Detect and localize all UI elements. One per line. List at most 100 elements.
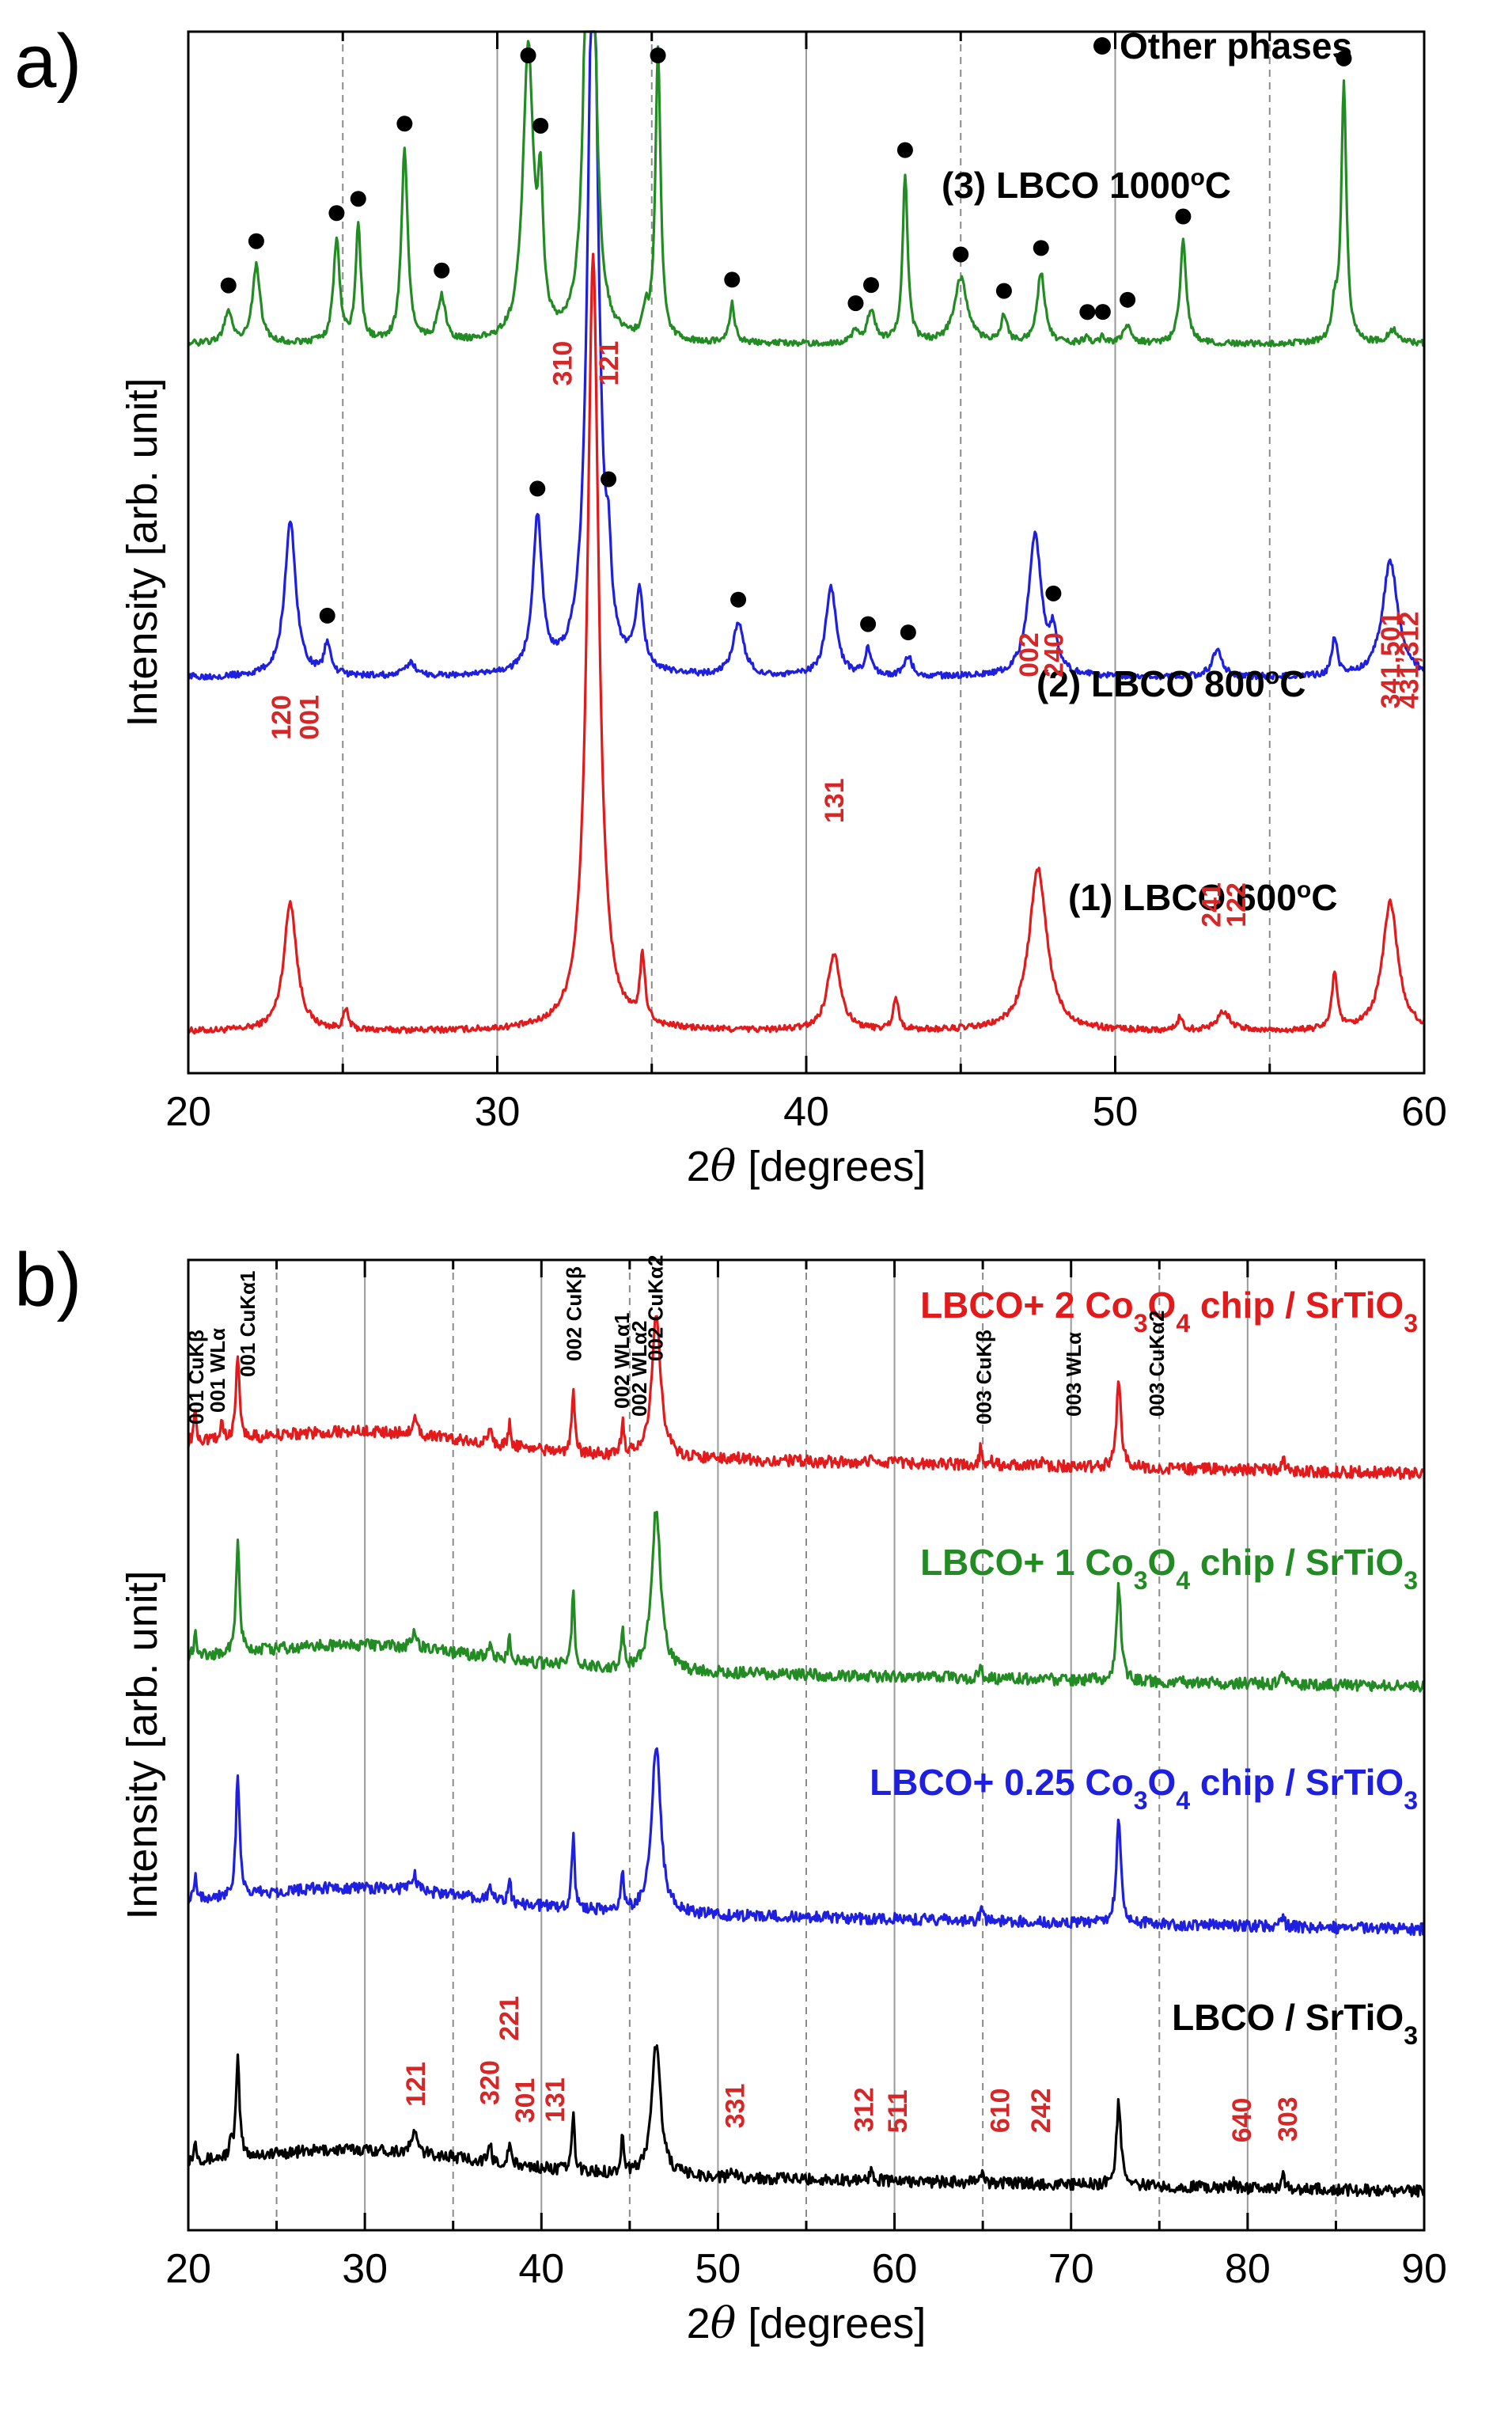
x-axis-title-prefix: 2: [687, 1143, 711, 1190]
trace-label-subscript: 3: [1404, 2021, 1418, 2050]
hkl-label-a: 341,501: [1376, 611, 1406, 708]
reflection-label-greek: α: [206, 1328, 229, 1341]
reflection-label-b: 002 WLα2: [627, 1321, 651, 1417]
other-phase-dot: [1175, 208, 1192, 225]
trace-label-subscript: 3: [1134, 1309, 1148, 1338]
other-phase-dot: [328, 205, 345, 222]
reflection-label-b: 001 WLα: [206, 1328, 229, 1413]
hkl-label-b: 303: [1273, 2096, 1303, 2142]
reflection-label-text: 003 CuK: [1145, 1334, 1169, 1417]
panel-b-x-axis-title: 2θ [degrees]: [687, 2298, 927, 2348]
reflection-label-b: 003 CuKα2: [1145, 1311, 1169, 1417]
reflection-label-text: 002 WL: [627, 1345, 651, 1417]
other-phase-dot: [601, 471, 617, 488]
reflection-label-greek: α: [1062, 1332, 1086, 1345]
trace-label-subscript: 4: [1176, 1309, 1190, 1338]
other-phase-dot: [532, 117, 549, 134]
hkl-label-a: 131: [820, 778, 850, 823]
other-phase-dot: [1079, 304, 1096, 321]
reflection-label-text: 002 WL: [610, 1337, 634, 1409]
other-phase-dot: [1336, 50, 1352, 66]
reflection-label-index: 2: [627, 1321, 651, 1332]
reflection-label-b: 002 WLα1: [610, 1313, 634, 1409]
trace-label-b-0: LBCO / SrTiO3: [1172, 1997, 1418, 2050]
trace-label-text: LBCO / SrTiO: [1172, 1997, 1404, 2038]
reflection-label-index: 1: [236, 1271, 260, 1282]
panel-b-x-tick-label: 90: [1401, 2246, 1447, 2292]
other-phase-dot: [995, 283, 1012, 299]
trace-label-subscript: 3: [1404, 1566, 1418, 1595]
other-phase-dot: [396, 116, 413, 132]
reflection-label-text: 003 CuK: [972, 1342, 995, 1425]
x-axis-title-suffix: [degrees]: [736, 2300, 926, 2347]
hkl-label-a: 240: [1039, 632, 1069, 677]
reflection-label-b: 002 CuKβ: [563, 1266, 586, 1361]
hkl-label-a: 310: [548, 341, 578, 386]
panel-b-x-tick-label: 80: [1225, 2246, 1271, 2292]
other-phase-dot: [350, 191, 366, 207]
panel-b-x-tick-label: 50: [695, 2246, 741, 2292]
panel-a-x-tick-label: 60: [1401, 1089, 1447, 1135]
other-phase-dot: [1045, 585, 1062, 601]
trace-label-a-1: (2) LBCO 800oC: [1036, 663, 1305, 705]
reflection-label-index: 1: [610, 1313, 634, 1324]
hkl-label-b: 242: [1026, 2088, 1056, 2133]
other-phase-dot: [1120, 291, 1136, 308]
trace-label-text: chip / SrTiO: [1190, 1542, 1404, 1583]
hkl-label-a: 120: [267, 695, 297, 740]
reflection-label-b: 003 WLα: [1062, 1332, 1086, 1417]
other-phase-dot: [1094, 304, 1111, 321]
series-line-a-1: [187, 30, 1426, 681]
hkl-label-b: 121: [401, 2062, 431, 2107]
other-phase-dot: [900, 624, 916, 641]
panel-a-x-axis-title: 2θ [degrees]: [687, 1141, 927, 1191]
series-line-b-2: [187, 1510, 1426, 1693]
trace-label-subscript: 4: [1176, 1566, 1190, 1595]
trace-label-unit: C: [1205, 165, 1231, 206]
trace-label-subscript: 3: [1404, 1309, 1418, 1338]
reflection-label-greek: α: [1145, 1322, 1169, 1334]
reflection-label-b: 001 CuKα1: [236, 1271, 260, 1378]
hkl-label-a: 241: [1197, 882, 1227, 928]
series-line-b-1: [187, 1747, 1425, 1937]
trace-label-text: O: [1148, 1542, 1177, 1583]
reflection-label-text: 002 CuK: [643, 1279, 667, 1361]
reflection-label-text: 001 CuK: [236, 1295, 260, 1377]
other-phase-dot: [896, 142, 913, 158]
series-line-a-2: [187, 30, 1426, 347]
trace-label-a-2: (3) LBCO 1000oC: [942, 165, 1231, 207]
hkl-label-a: 001: [294, 695, 324, 740]
trace-label-text: LBCO+ 1 Co: [920, 1542, 1134, 1583]
reflection-label-greek: α: [643, 1266, 667, 1279]
other-phase-dot: [220, 277, 237, 294]
trace-label-text: chip / SrTiO: [1190, 1762, 1404, 1803]
hkl-label-a: 002: [1014, 632, 1044, 677]
reflection-label-greek: α: [627, 1332, 651, 1345]
trace-label-b-1: LBCO+ 0.25 Co3O4 chip / SrTiO3: [870, 1762, 1418, 1815]
hkl-label-b: 331: [721, 2084, 751, 2129]
x-axis-title-prefix: 2: [687, 2300, 711, 2347]
other-phase-dot: [520, 47, 536, 63]
panel-b-y-axis-title: Intensity [arb. unit]: [119, 1570, 166, 1919]
series-line-b-0: [187, 2044, 1426, 2198]
trace-label-subscript: 3: [1134, 1786, 1148, 1815]
panel-a-x-tick-label: 30: [475, 1089, 521, 1135]
trace-label-subscript: 4: [1176, 1786, 1190, 1815]
trace-label-b-2: LBCO+ 1 Co3O4 chip / SrTiO3: [920, 1542, 1418, 1595]
trace-label-unit: C: [1279, 663, 1305, 704]
panel-b-x-tick-label: 70: [1048, 2246, 1094, 2292]
panel-a-y-axis-title: Intensity [arb. unit]: [119, 378, 166, 727]
trace-label-subscript: 3: [1134, 1566, 1148, 1595]
panel-a-x-tick-label: 40: [783, 1089, 829, 1135]
trace-label-subscript: 3: [1404, 1786, 1418, 1815]
x-axis-title-theta: θ: [711, 1141, 737, 1191]
other-phase-dot: [730, 591, 747, 608]
trace-label-text: O: [1148, 1762, 1177, 1803]
other-phase-dot: [248, 233, 264, 249]
trace-label-text: LBCO+ 2 Co: [920, 1284, 1134, 1326]
trace-label-unit: C: [1311, 877, 1337, 918]
reflection-label-greek: α: [236, 1282, 260, 1295]
other-phase-dot: [953, 246, 969, 263]
x-axis-title-suffix: [degrees]: [736, 1143, 926, 1190]
